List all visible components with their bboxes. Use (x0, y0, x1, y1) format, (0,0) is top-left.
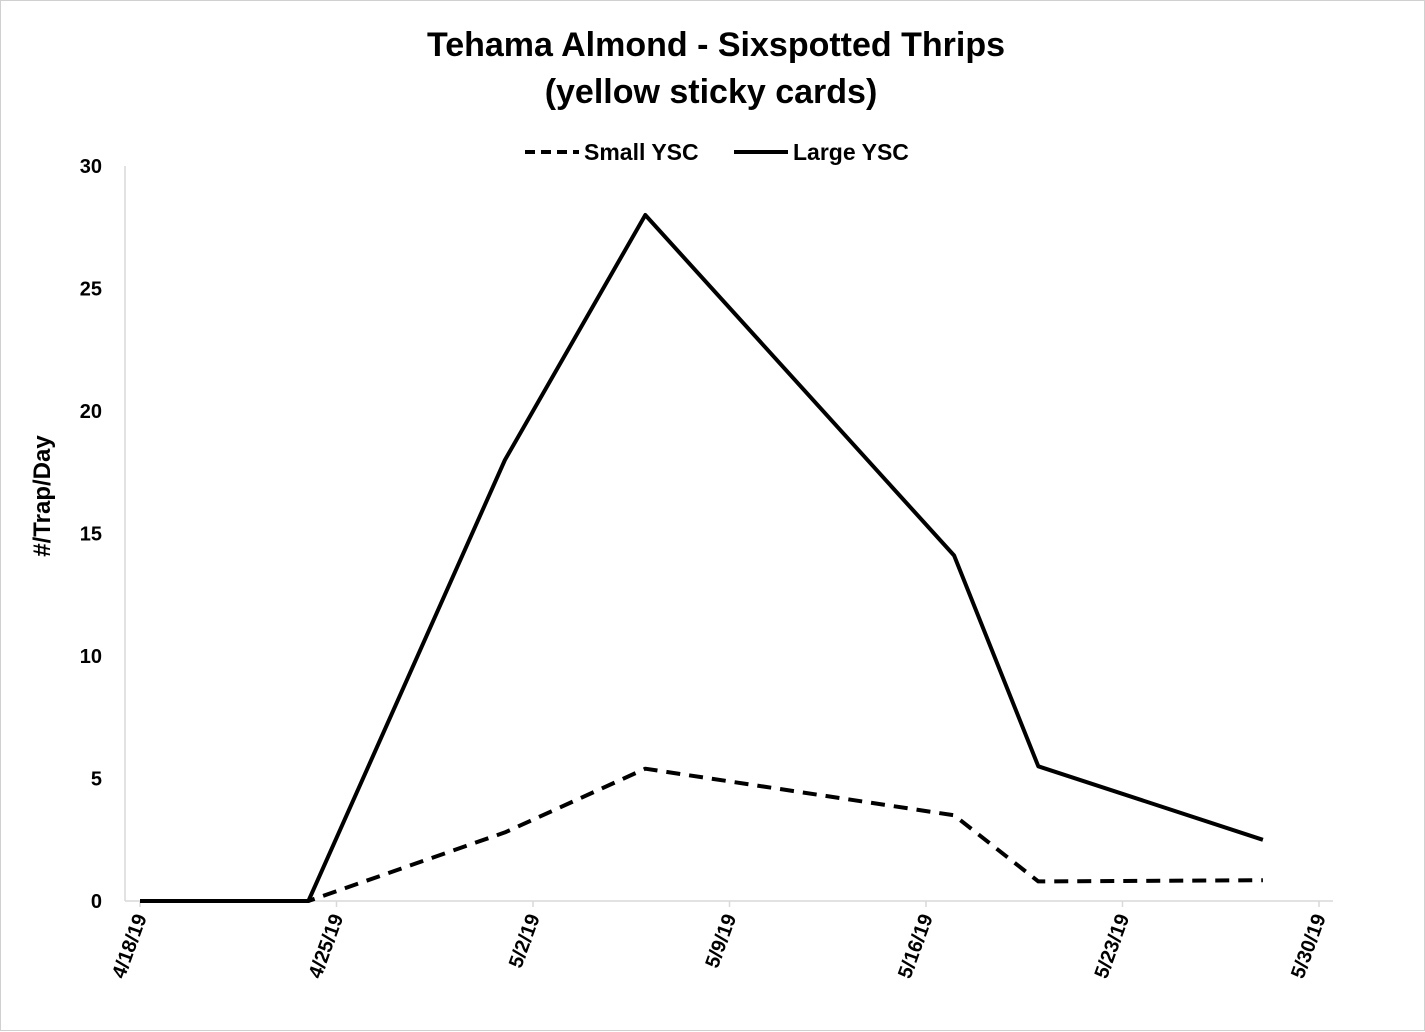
x-tick-label: 4/25/19 (305, 911, 348, 981)
chart-title: Tehama Almond - Sixspotted Thrips (427, 26, 1005, 64)
x-tick-label: 5/2/19 (505, 911, 545, 971)
y-tick-label: 20 (80, 401, 102, 423)
legend-label: Large YSC (793, 139, 909, 165)
series-line-large-ysc (140, 213, 1264, 903)
x-axis: 4/18/19 4/25/19 5/2/19 5/9/19 5/16/19 5/23/19… (108, 900, 1333, 981)
legend-label: Small YSC (584, 139, 699, 165)
y-tick-label: 0 (91, 891, 102, 913)
plot-area (140, 213, 1264, 903)
y-tick-label: 5 (91, 769, 102, 791)
y-axis: 0 5 10 15 20 25 30 (80, 156, 126, 913)
series-line-small-ysc (140, 766, 1263, 903)
y-tick-label: 15 (80, 524, 102, 546)
y-tick-label: 25 (80, 279, 102, 301)
x-tick-label: 5/23/19 (1091, 911, 1134, 981)
x-tick-label: 4/18/19 (108, 911, 151, 981)
x-tick-label: 5/9/19 (702, 911, 742, 971)
legend: Small YSC Large YSC (525, 139, 909, 165)
chart-subtitle: (yellow sticky cards) (545, 73, 878, 111)
y-tick-label: 30 (80, 156, 102, 178)
x-tick-label: 5/16/19 (894, 911, 937, 981)
y-axis-title: #/Trap/Day (29, 435, 56, 557)
y-tick-label: 10 (80, 646, 102, 668)
x-tick-label: 5/30/19 (1287, 911, 1330, 981)
